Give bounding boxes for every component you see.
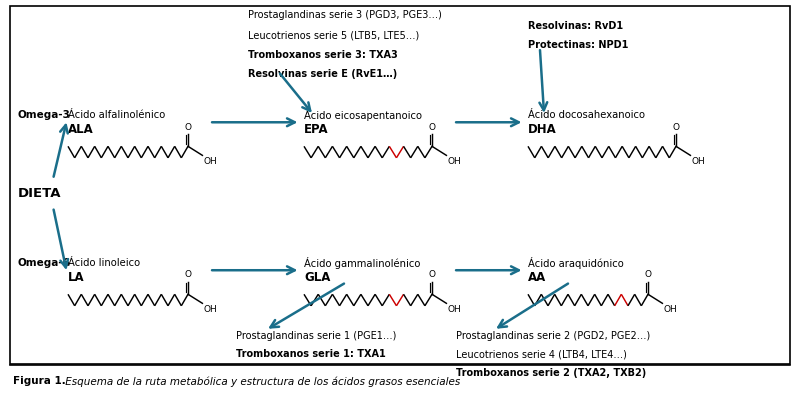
- Text: Ácido araquidónico: Ácido araquidónico: [528, 257, 624, 269]
- Text: ALA: ALA: [68, 123, 94, 136]
- Text: O: O: [645, 270, 651, 279]
- Text: Esquema de la ruta metabólica y estructura de los ácidos grasos esenciales: Esquema de la ruta metabólica y estructu…: [62, 376, 460, 387]
- Text: Figura 1.: Figura 1.: [13, 376, 66, 386]
- Text: O: O: [673, 122, 679, 132]
- Text: OH: OH: [204, 305, 218, 314]
- FancyBboxPatch shape: [10, 6, 790, 364]
- Text: Leucotrienos serie 4 (LTB4, LTE4…): Leucotrienos serie 4 (LTB4, LTE4…): [456, 349, 627, 359]
- Text: LA: LA: [68, 271, 85, 284]
- Text: Prostaglandinas serie 2 (PGD2, PGE2…): Prostaglandinas serie 2 (PGD2, PGE2…): [456, 331, 650, 341]
- Text: AA: AA: [528, 271, 546, 284]
- Text: OH: OH: [204, 157, 218, 166]
- Text: O: O: [185, 122, 191, 132]
- Text: Tromboxanos serie 2 (TXA2, TXB2): Tromboxanos serie 2 (TXA2, TXB2): [456, 368, 646, 378]
- Text: Ácido docosahexanoico: Ácido docosahexanoico: [528, 110, 645, 120]
- Text: OH: OH: [448, 157, 462, 166]
- Text: Omega-3: Omega-3: [18, 110, 70, 120]
- Text: GLA: GLA: [304, 271, 330, 284]
- Text: O: O: [429, 122, 435, 132]
- Text: DIETA: DIETA: [18, 187, 61, 200]
- Text: DHA: DHA: [528, 123, 557, 136]
- Text: O: O: [185, 270, 191, 279]
- Text: Leucotrienos serie 5 (LTB5, LTE5…): Leucotrienos serie 5 (LTB5, LTE5…): [248, 30, 419, 40]
- Text: OH: OH: [448, 305, 462, 314]
- Text: Omega-6: Omega-6: [18, 258, 70, 268]
- Text: Ácido eicosapentanoico: Ácido eicosapentanoico: [304, 109, 422, 121]
- Text: Ácido alfalinolénico: Ácido alfalinolénico: [68, 110, 166, 120]
- Text: Protectinas: NPD1: Protectinas: NPD1: [528, 40, 628, 50]
- Text: Tromboxanos serie 1: TXA1: Tromboxanos serie 1: TXA1: [236, 349, 386, 359]
- Text: Ácido gammalinolénico: Ácido gammalinolénico: [304, 257, 420, 269]
- Text: O: O: [429, 270, 435, 279]
- Text: Resolvinas serie E (RvE1…): Resolvinas serie E (RvE1…): [248, 69, 398, 79]
- Text: Resolvinas: RvD1: Resolvinas: RvD1: [528, 21, 623, 30]
- Text: Ácido linoleico: Ácido linoleico: [68, 258, 140, 268]
- Text: Tromboxanos serie 3: TXA3: Tromboxanos serie 3: TXA3: [248, 50, 398, 60]
- Text: Prostaglandinas serie 1 (PGE1…): Prostaglandinas serie 1 (PGE1…): [236, 331, 396, 341]
- Text: EPA: EPA: [304, 123, 329, 136]
- Text: OH: OH: [664, 305, 678, 314]
- Text: OH: OH: [692, 157, 706, 166]
- Text: Prostaglandinas serie 3 (PGD3, PGE3…): Prostaglandinas serie 3 (PGD3, PGE3…): [248, 10, 442, 20]
